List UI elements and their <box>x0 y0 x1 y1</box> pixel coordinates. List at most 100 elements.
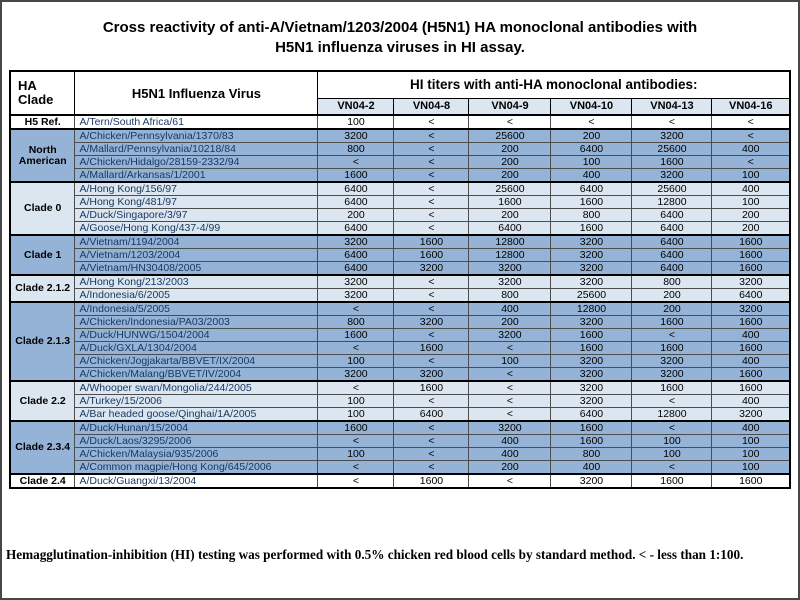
titer-value-cell: 200 <box>468 315 552 329</box>
titer-value-cell: 1600 <box>393 380 470 395</box>
titer-value-cell: 3200 <box>550 261 633 276</box>
titer-value-cell: 400 <box>550 460 633 475</box>
table-row: A/Goose/Hong Kong/437-4/99 6400 <6400 1600 6… <box>10 221 791 236</box>
titer-value-cell: < <box>317 473 395 489</box>
table-row: A/Hong Kong/481/97 6400 <1600 1600 12800 100 <box>10 195 791 209</box>
titer-value-cell: < <box>393 301 470 316</box>
table-row: A/Vietnam/1203/2004 6400 1600 12800 3200 6400… <box>10 248 791 262</box>
titer-value-cell: 3200 <box>550 248 633 262</box>
titer-value-cell: 400 <box>711 328 791 342</box>
titer-value-cell: < <box>711 114 791 130</box>
titer-value-cell: 1600 <box>550 195 633 209</box>
table-row: Clade 2.1.3 A/Indonesia/5/2005 < <400 12800 2… <box>9 301 791 382</box>
antibody-column-header: VN04-8 <box>393 97 470 116</box>
virus-name-cell: A/Duck/Laos/3295/2006 <box>74 434 319 448</box>
titer-value-cell: 3200 <box>317 367 395 382</box>
titer-value-cell: 3200 <box>317 288 395 303</box>
titer-value-cell: 3200 <box>711 274 791 289</box>
titer-value-cell: < <box>393 221 470 236</box>
titer-value-cell: 100 <box>631 434 713 448</box>
titer-value-cell: < <box>393 460 470 475</box>
virus-name-cell: A/Indonesia/6/2005 <box>74 288 319 303</box>
titer-value-cell: < <box>631 460 713 475</box>
titer-value-cell: 1600 <box>631 155 713 169</box>
table-row: A/Indonesia/6/2005 3200 <800 25600 200 6400 <box>10 288 791 303</box>
virus-name-cell: A/Vietnam/HN30408/2005 <box>74 261 319 276</box>
titer-value-cell: 400 <box>711 181 791 196</box>
titer-value-cell: 25600 <box>631 181 713 196</box>
table-header: HA Clade H5N1 Influenza Virus HI titers … <box>9 70 791 116</box>
titer-value-cell: 6400 <box>317 221 395 236</box>
titer-value-cell: 200 <box>711 208 791 222</box>
header-row-main: HA Clade H5N1 Influenza Virus HI titers … <box>9 70 791 116</box>
titer-value-cell: 1600 <box>711 380 791 395</box>
table-row: North American A/Chicken/Pennsylvania/137… <box>9 128 791 183</box>
titer-value-cell: 3200 <box>468 420 552 435</box>
clade-label: Clade 2.2 <box>9 380 76 422</box>
titer-value-cell: 3200 <box>550 354 633 368</box>
titer-value-cell: 1600 <box>711 234 791 249</box>
titer-value-cell: 3200 <box>550 380 633 395</box>
table-row: A/Chicken/Malaysia/935/2006 100 <400 800 100… <box>10 447 791 461</box>
titer-value-cell: 6400 <box>317 261 395 276</box>
titer-value-cell: 3200 <box>631 128 713 143</box>
titer-value-cell: 1600 <box>393 234 470 249</box>
titer-value-cell: < <box>393 181 470 196</box>
titer-value-cell: 1600 <box>631 315 713 329</box>
table-row: A/Duck/Laos/3295/2006 < <400 1600 100 100 <box>10 434 791 448</box>
clade-label: Clade 1 <box>9 234 76 276</box>
titer-value-cell: 100 <box>317 447 395 461</box>
titer-value-cell: 6400 <box>317 181 395 196</box>
table-row: A/Chicken/Hidalgo/28159-2332/94 < <200 100 1… <box>10 155 791 169</box>
titer-value-cell: 3200 <box>468 328 552 342</box>
titer-value-cell: 1600 <box>550 221 633 236</box>
titer-value-cell: 800 <box>550 447 633 461</box>
titer-value-cell: 3200 <box>631 168 713 183</box>
titer-value-cell: 12800 <box>631 195 713 209</box>
virus-name-cell: A/Indonesia/5/2005 <box>74 301 319 316</box>
antibody-column-header: VN04-9 <box>468 97 552 116</box>
titer-value-cell: 800 <box>468 288 552 303</box>
titer-value-cell: 6400 <box>631 234 713 249</box>
titer-value-cell: 3200 <box>711 407 791 422</box>
titer-value-cell: 1600 <box>711 341 791 355</box>
page-title: Cross reactivity of anti-A/Vietnam/1203/… <box>2 2 798 58</box>
virus-name-cell: A/Duck/Guangxi/13/2004 <box>74 473 319 489</box>
virus-name-cell: A/Goose/Hong Kong/437-4/99 <box>74 221 319 236</box>
titer-value-cell: < <box>631 420 713 435</box>
titer-value-cell: 3200 <box>631 367 713 382</box>
table-row: A/Chicken/Jogjakarta/BBVET/IX/2004 100 <10… <box>10 354 791 368</box>
titer-value-cell: 400 <box>711 142 791 156</box>
titer-value-cell: 1600 <box>631 341 713 355</box>
titer-value-cell: 200 <box>711 221 791 236</box>
titer-value-cell: 6400 <box>550 142 633 156</box>
titer-value-cell: 100 <box>711 447 791 461</box>
titer-value-cell: 3200 <box>317 274 395 289</box>
titer-value-cell: 12800 <box>468 248 552 262</box>
clade-label: Clade 2.4 <box>9 473 76 489</box>
antibody-header-row: VN04-2 VN04-8 VN04-9 VN04-10 VN04-13 VN04-16 <box>10 97 791 116</box>
virus-name-cell: A/Chicken/Indonesia/PA03/2003 <box>74 315 319 329</box>
titer-value-cell: 6400 <box>317 195 395 209</box>
titer-value-cell: < <box>317 380 395 395</box>
titer-value-cell: 3200 <box>550 473 633 489</box>
virus-name-cell: A/Duck/GXLA/1304/2004 <box>74 341 319 355</box>
titer-value-cell: < <box>468 394 552 408</box>
virus-name-cell: A/Vietnam/1194/2004 <box>74 234 319 249</box>
titer-value-cell: 1600 <box>393 248 470 262</box>
titer-value-cell: 1600 <box>550 328 633 342</box>
titer-value-cell: 1600 <box>711 248 791 262</box>
titer-value-cell: < <box>468 341 552 355</box>
titer-value-cell: 3200 <box>550 315 633 329</box>
titer-value-cell: 3200 <box>468 261 552 276</box>
titer-value-cell: < <box>393 142 470 156</box>
titer-value-cell: < <box>393 208 470 222</box>
titer-value-cell: < <box>631 114 713 130</box>
table-body: H5 Ref. A/Tern/South Africa/61 100 < < < < < Nor… <box>9 114 791 489</box>
titer-value-cell: 400 <box>468 447 552 461</box>
virus-name-cell: A/Whooper swan/Mongolia/244/2005 <box>74 380 319 395</box>
titer-value-cell: < <box>317 460 395 475</box>
titer-value-cell: < <box>317 301 395 316</box>
titer-value-cell: < <box>393 195 470 209</box>
table-row: A/Mallard/Arkansas/1/2001 1600 <200 400 3200… <box>10 168 791 183</box>
